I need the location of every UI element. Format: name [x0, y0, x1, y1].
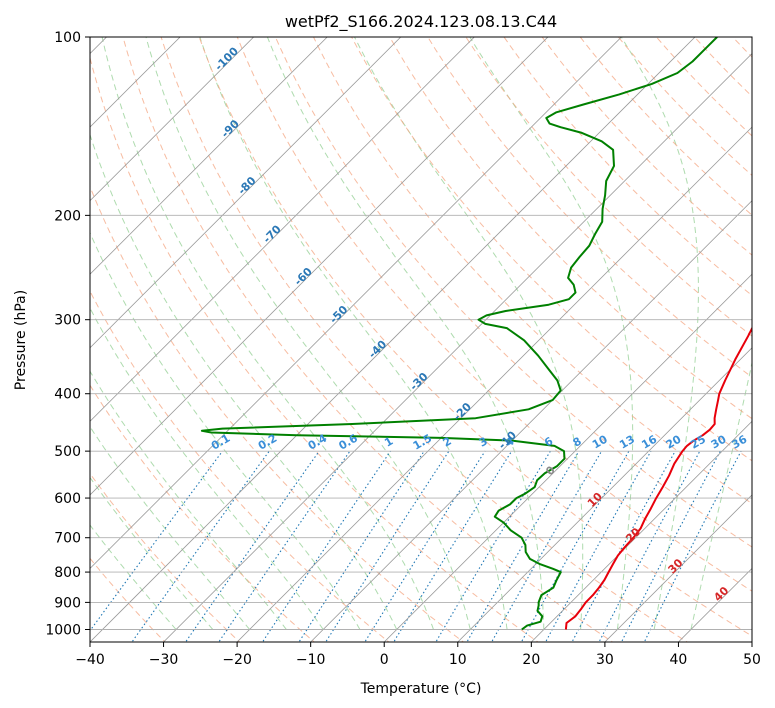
dry-adiabat-line	[427, 37, 752, 378]
y-tick-label: 500	[54, 444, 81, 460]
x-tick-label: −30	[149, 652, 179, 668]
sounding-series	[200, 37, 752, 631]
y-tick-label: 300	[54, 313, 81, 329]
isotherm-line	[90, 37, 549, 496]
mixing-ratio-line	[131, 450, 270, 642]
isotherm-line	[310, 200, 752, 642]
isotherm-line	[162, 52, 752, 642]
x-tick-label: 0	[380, 652, 389, 668]
y-tick-label: 900	[54, 595, 81, 611]
isotherm-line	[90, 37, 696, 642]
isotherm-line	[90, 37, 255, 202]
dry-adiabat-line	[274, 37, 752, 548]
y-tick-label: 700	[54, 531, 81, 547]
moist-adiabats	[90, 37, 752, 630]
x-tick-label: 50	[743, 652, 761, 668]
isotherm-line	[90, 37, 623, 570]
mixing-ratio-line	[325, 450, 450, 642]
dry-adiabat-line	[236, 37, 752, 592]
isotherms	[90, 37, 752, 642]
plot-frame	[89, 36, 753, 643]
mixing-ratio-line	[466, 450, 580, 642]
isotherm-line	[457, 347, 752, 642]
dry-adiabat-line	[465, 37, 752, 337]
y-axis: 100 200 300 400 500 600 700 800 900 1000	[45, 30, 90, 639]
x-tick-label: −20	[222, 652, 252, 668]
x-tick-label: −10	[296, 652, 326, 668]
moist-adiabat-line	[90, 133, 398, 630]
x-tick-label: 20	[522, 652, 540, 668]
dry-adiabat-line	[312, 37, 752, 505]
isotherm-line	[90, 37, 402, 349]
moist-adiabat-line	[266, 37, 545, 630]
pressure-gridlines	[90, 37, 752, 630]
isotherm-line	[383, 273, 752, 642]
isotherm-line	[604, 494, 752, 642]
moist-adiabat-line	[101, 37, 434, 630]
mixing-ratio-line	[620, 450, 721, 642]
moist-adiabat-line	[354, 37, 584, 630]
x-tick-label: 10	[449, 652, 467, 668]
isotherm-line	[90, 37, 328, 275]
isotherm-line	[90, 37, 475, 422]
dry-adiabat-line	[160, 37, 688, 642]
moist-adiabat-line	[90, 307, 324, 630]
x-axis-title: Temperature (°C)	[360, 681, 482, 697]
temperature-line	[564, 326, 752, 630]
dry-adiabat-line	[198, 37, 752, 637]
moist-adiabat-line	[90, 231, 361, 630]
moist-adiabat-line	[690, 360, 752, 630]
x-tick-label: −40	[75, 652, 105, 668]
mixing-ratio-line	[90, 450, 223, 632]
mixing-ratio-line	[393, 450, 513, 642]
dewpoint-line	[200, 37, 718, 631]
y-axis-title: Pressure (hPa)	[13, 290, 29, 390]
moist-adiabat-line	[145, 37, 471, 630]
chart-title: wetPf2_S166.2024.123.08.13.C44	[285, 12, 557, 32]
mixing-ratio-line	[491, 450, 603, 642]
y-tick-label: 200	[54, 208, 81, 224]
plot-area: 0.1 0.2 0.4 0.6 1 1.5 2 3 4 6 8 10 13 16 20 25 30 36-100-…	[90, 37, 752, 642]
dry-adiabat-line	[503, 37, 752, 297]
mixing-ratio-line	[218, 450, 351, 642]
moist-adiabat-line	[90, 370, 287, 630]
mixing-ratio-line	[598, 450, 701, 642]
moist-adiabat-line	[90, 476, 214, 630]
x-tick-label: 40	[670, 652, 688, 668]
isotherm-line	[530, 420, 752, 642]
y-tick-label: 400	[54, 387, 81, 403]
x-tick-label: 30	[596, 652, 614, 668]
mixing-ratio-line	[261, 450, 391, 642]
x-axis: −40 −30 −20 −10 0 10 20 30 40 50	[75, 642, 761, 668]
mixing-ratio-line	[298, 450, 425, 642]
mixing-ratio-line	[184, 450, 320, 642]
moist-adiabat-line	[620, 37, 699, 630]
moist-adiabat-line	[90, 524, 177, 630]
y-tick-label: 100	[54, 30, 81, 46]
moist-adiabat-line	[90, 425, 250, 630]
y-tick-label: 600	[54, 491, 81, 507]
mixing-ratio-line	[364, 450, 486, 642]
y-tick-label: 800	[54, 565, 81, 581]
y-tick-label: 1000	[45, 623, 81, 639]
moist-adiabat-line	[469, 37, 634, 630]
